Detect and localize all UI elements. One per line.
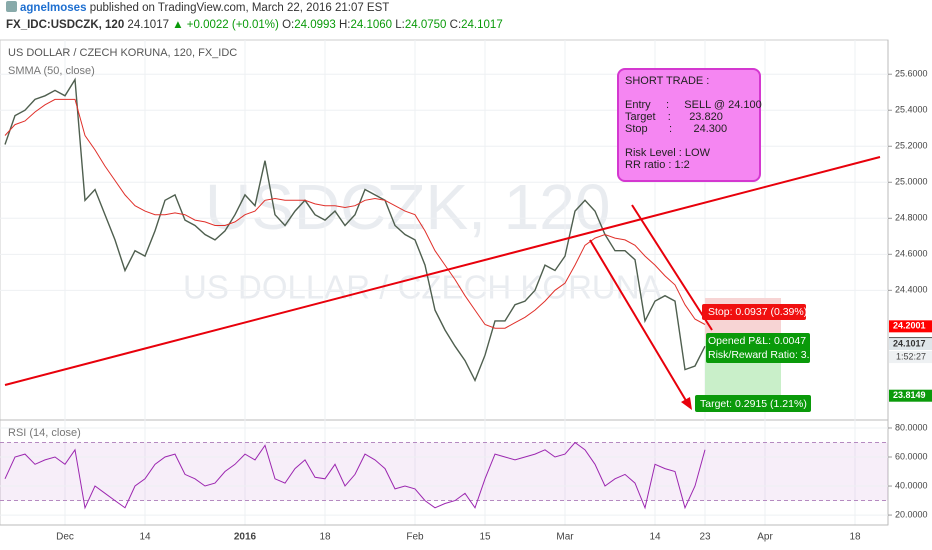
stop-label-box: [702, 304, 806, 320]
symbol: FX_IDC:USDCZK, 120: [6, 19, 125, 31]
x-tick-label: 14: [139, 532, 151, 543]
note-line: RR ratio : 1:2: [625, 159, 690, 171]
ohlc-value: 24.0993: [294, 19, 336, 31]
stop-label: Stop: 0.0937 (0.39%): [708, 306, 807, 318]
published: published on TradingView.com, March 22, …: [89, 2, 390, 14]
x-tick-label: 15: [479, 532, 491, 543]
change: ▲ +0.0022 (+0.01%): [172, 19, 279, 31]
ohlc-value: 24.1017: [461, 19, 503, 31]
note-line: Entry : SELL @ 24.100: [625, 99, 762, 111]
y-tick-label: 25.0000: [895, 177, 928, 187]
note-line: Stop : 24.300: [625, 123, 728, 135]
note-risk: Risk Level : LOW RR ratio : 1:2: [625, 147, 753, 171]
target-label-box: [695, 395, 811, 412]
target-label: Target: 0.2915 (1.21%): [700, 398, 807, 410]
x-tick-label: 18: [319, 532, 331, 543]
channel-line: [631, 204, 713, 331]
trend-line: [4, 156, 881, 386]
author[interactable]: agnelmoses: [20, 2, 87, 14]
price-marker-label: 24.2001: [893, 321, 926, 331]
series-line: [4, 441, 706, 510]
channel-line: [589, 239, 689, 405]
chart-title: US DOLLAR / CZECH KORUNA, 120, FX_IDC: [8, 47, 237, 59]
note-line: Risk Level : LOW: [625, 147, 710, 159]
rsi-title: RSI (14, close): [8, 427, 81, 439]
ratio-label: Risk/Reward Ratio: 3.11: [708, 349, 821, 361]
x-tick-label: Dec: [56, 532, 74, 543]
price-marker: [889, 389, 932, 402]
pnl-box: [706, 333, 810, 363]
note-lines: Entry : SELL @ 24.100 Target : 23.820 Stop…: [625, 99, 762, 135]
header: agnelmoses published on TradingView.com,…: [0, 0, 932, 34]
ohlc-value: 24.1060: [350, 19, 393, 31]
y-tick-label: 25.2000: [895, 141, 928, 151]
y-tick-label: 24.6000: [895, 249, 928, 259]
x-tick-label: Feb: [406, 532, 424, 543]
arrow-head: [681, 397, 692, 410]
ohlc-label: C:: [449, 19, 462, 31]
short-trade-note: SHORT TRADE : Entry : SELL @ 24.100 Target…: [617, 68, 762, 182]
countdown-box: [889, 351, 932, 364]
countdown: 1:52:27: [896, 351, 926, 361]
note-line: Target : 23.820: [625, 111, 723, 123]
y-tick-label: 24.4000: [895, 285, 928, 295]
x-tick-label: Apr: [757, 532, 773, 543]
x-tick-label: 14: [649, 532, 661, 543]
y-tick-label: 80.0000: [895, 422, 928, 432]
series-line: [4, 98, 706, 329]
y-tick-label: 25.4000: [895, 105, 928, 115]
rsi-band: [0, 442, 888, 501]
ohlc-label: O:: [282, 19, 295, 31]
y-tick-label: 60.0000: [895, 451, 928, 461]
price-marker: [889, 320, 932, 333]
pnl-label: Opened P&L: 0.0047: [708, 335, 806, 347]
x-tick-label: 23: [699, 532, 711, 543]
x-tick-label: Mar: [556, 532, 574, 543]
y-tick-label: 24.8000: [895, 213, 928, 223]
series-line: [4, 77, 706, 383]
y-tick-label: 20.0000: [895, 509, 928, 519]
note-title: SHORT TRADE :: [625, 75, 710, 87]
header-row: FX_IDC:USDCZK, 120 24.1017 ▲ +0.0022 (+0…: [0, 17, 932, 34]
price: 24.1017: [127, 19, 169, 31]
watermark-subtitle: US DOLLAR / CZECH KORUNA: [183, 269, 662, 306]
watermark: USDCZK, 120: [205, 171, 610, 243]
y-tick-label: 25.6000: [895, 69, 928, 79]
ohlc-value: 24.0750: [404, 19, 447, 31]
ohlc-label: H:: [338, 19, 351, 31]
y-tick-label: 40.0000: [895, 480, 928, 490]
price-marker-label: 24.1017: [893, 338, 926, 348]
x-tick-label: 2016: [234, 532, 257, 543]
avatar: [6, 1, 17, 12]
price-marker-label: 23.8149: [893, 390, 926, 400]
legend-entry: SMMA (50, close): [8, 65, 95, 77]
ohlc-label: L:: [395, 19, 405, 31]
price-marker: [889, 338, 932, 351]
x-tick-label: 18: [849, 532, 861, 543]
header-row: agnelmoses published on TradingView.com,…: [0, 0, 932, 17]
